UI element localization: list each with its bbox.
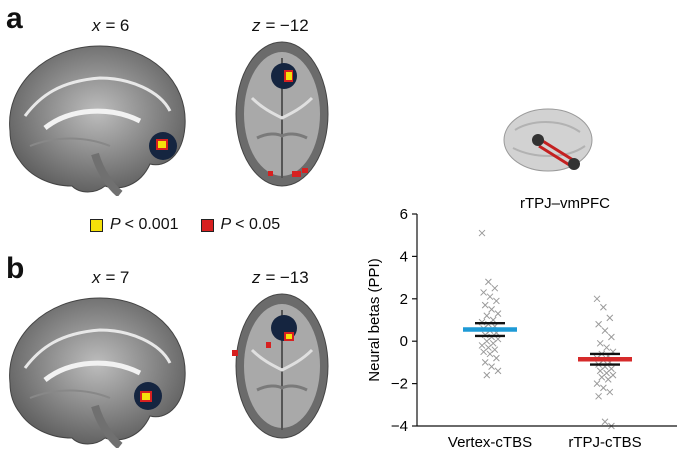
y-tick-label: 2: [400, 291, 408, 308]
data-point: [480, 348, 487, 356]
legend-p-label: P: [220, 216, 232, 233]
data-point: [604, 376, 612, 383]
panel-letter-a: a: [6, 2, 23, 35]
legend-p-label: P: [110, 216, 121, 233]
brain-sagittal-b: [9, 297, 186, 448]
activation-a1-yellow: [158, 141, 166, 148]
y-tick-label: 4: [400, 248, 408, 265]
data-point: [593, 380, 601, 387]
panel-letter-b: b: [6, 252, 25, 285]
x-category-label: Vertex-cTBS: [448, 434, 532, 451]
data-point: [603, 344, 610, 351]
coord-b-axial: z = −13: [252, 268, 309, 287]
data-point: [491, 284, 499, 292]
data-point: [596, 367, 604, 375]
data-point: [601, 327, 609, 334]
data-point: [481, 301, 489, 309]
activation-b1-yellow: [142, 393, 150, 400]
activation-a2-occ3: [302, 168, 308, 173]
y-tick-label: 0: [400, 333, 408, 350]
data-point: [483, 312, 491, 320]
data-point: [488, 363, 495, 370]
data-point: [493, 354, 500, 362]
data-point: [480, 289, 487, 296]
brain-inset-icon: [503, 108, 593, 172]
significance-legend: P < 0.001 P < 0.05: [90, 216, 302, 234]
y-tick-label: −2: [391, 376, 408, 393]
ppi-scatter-chart: rTPJ–vmPFC Neural betas (PPI) 6 4 2 0 −2 −4 V…: [366, 108, 677, 451]
data-point: [478, 229, 486, 237]
data-point: [494, 367, 502, 375]
activation-b2-lat2: [266, 342, 271, 348]
activation-b2-yellow: [286, 334, 292, 339]
legend-item-p001: P < 0.001: [90, 216, 179, 234]
data-point: [600, 384, 607, 392]
data-point: [595, 320, 602, 328]
y-tick-label: 6: [400, 206, 408, 223]
data-point: [593, 295, 601, 303]
x-category-label: rTPJ-cTBS: [568, 434, 641, 451]
data-point: [485, 278, 492, 286]
data-point: [486, 350, 494, 358]
coord-b-sagittal: x = 7: [92, 268, 130, 287]
data-point: [608, 333, 615, 341]
data-point: [483, 371, 491, 379]
coord-a-axial: z = −12: [252, 16, 309, 35]
brain-axial-b: [232, 293, 329, 439]
legend-swatch-yellow: [90, 218, 103, 232]
legend-threshold-text: < 0.001: [124, 216, 179, 233]
data-point: [601, 418, 609, 426]
data-point: [478, 342, 486, 349]
activation-b2-lat1: [232, 350, 238, 356]
data-point: [494, 310, 502, 317]
data-point: [606, 314, 614, 322]
data-point: [481, 359, 489, 366]
activation-a2-occ2: [292, 171, 301, 177]
brain-sagittal-a: [9, 45, 186, 196]
y-tick-label: −4: [391, 418, 408, 435]
chart-title: rTPJ–vmPFC: [520, 195, 610, 212]
data-point: [488, 306, 495, 313]
data-point: [606, 388, 614, 396]
legend-swatch-red: [200, 218, 214, 232]
data-point: [493, 297, 500, 305]
coord-a-sagittal: x = 6: [92, 16, 130, 35]
data-point: [595, 392, 602, 400]
y-axis-label: Neural betas (PPI): [366, 258, 383, 381]
legend-item-p05: P < 0.05: [200, 216, 281, 234]
activation-a2-yellow: [286, 72, 292, 80]
data-point: [596, 339, 604, 347]
data-point: [598, 373, 606, 381]
brain-axial-a: [235, 41, 329, 187]
legend-threshold-text: < 0.05: [235, 216, 281, 233]
data-point: [486, 293, 494, 301]
data-point: [600, 303, 607, 311]
activation-a2-occ1: [268, 171, 273, 176]
